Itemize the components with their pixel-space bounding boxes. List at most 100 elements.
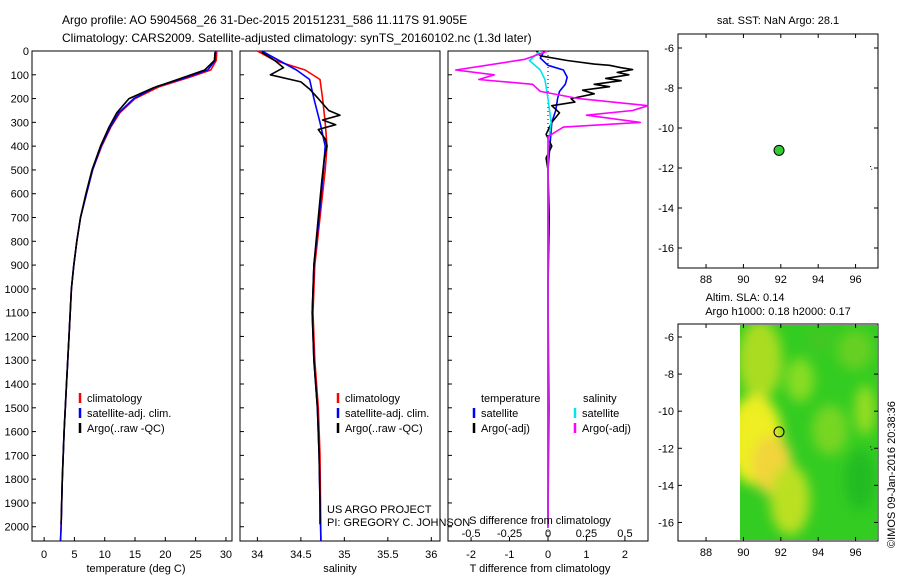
lat-tick-label: -10 (658, 123, 674, 135)
sst-map-title: sat. SST: NaN Argo: 28.1 (717, 15, 839, 27)
x-tick-label: 20 (159, 549, 171, 561)
float-track (870, 446, 873, 452)
depth-tick-label: 1400 (5, 379, 29, 391)
lat-tick-label: -14 (658, 480, 674, 492)
x-tick-label: 15 (129, 549, 141, 561)
float-position-marker (773, 426, 785, 438)
header-line1: Argo profile: AO 5904568_26 31-Dec-2015 … (62, 13, 467, 27)
credit-line1: US ARGO PROJECT (327, 504, 432, 516)
depth-tick-label: 600 (11, 189, 29, 201)
lon-tick-label: 96 (849, 274, 861, 286)
lat-tick-label: -6 (664, 43, 674, 55)
s-tick-label: 0 (545, 528, 551, 540)
lon-tick-label: 90 (737, 547, 749, 559)
depth-tick-label: 900 (11, 260, 29, 272)
depth-tick-label: 1800 (5, 474, 29, 486)
float-position-marker (773, 144, 785, 156)
depth-tick-label: 500 (11, 165, 29, 177)
sst-map-frame (677, 33, 879, 269)
panel1-0-legend-label: climatology (345, 393, 401, 405)
lat-tick-label: -14 (658, 203, 674, 215)
sla-map-title: Altim. SLA: 0.14 (706, 292, 785, 304)
lat-tick-label: -16 (658, 517, 674, 529)
lat-tick-label: -6 (664, 332, 674, 344)
lat-tick-label: -12 (658, 163, 674, 175)
panel1-2-legend-label: Argo(..raw -QC) (345, 423, 423, 435)
lat-tick-label: -16 (658, 243, 674, 255)
depth-tick-label: 0 (23, 46, 29, 58)
argo-raw-qc--profile-line (60, 52, 216, 525)
depth-tick-label: 100 (11, 70, 29, 82)
lon-tick-label: 88 (700, 274, 712, 286)
climatology-profile-line (59, 50, 218, 542)
lat-tick-label: -8 (664, 83, 674, 95)
s-tick-label: 0.25 (576, 528, 597, 540)
x-tick-label: 1 (583, 549, 589, 561)
panel0-2-legend-label: Argo(..raw -QC) (87, 423, 165, 435)
lon-tick-label: 90 (737, 274, 749, 286)
satellite-adj-clim--profile-line (261, 50, 327, 542)
x-tick-label: 36 (425, 549, 437, 561)
lat-tick-label: -10 (658, 406, 674, 418)
depth-tick-label: 1900 (5, 498, 29, 510)
credit-line2: PI: GREGORY C. JOHNSON (327, 517, 470, 529)
depth-tick-label: 700 (11, 213, 29, 225)
panel1-1-legend-label: satellite-adj. clim. (345, 408, 429, 420)
sla-map-frame (677, 323, 879, 542)
lon-tick-label: 94 (812, 274, 824, 286)
x-tick-label: -2 (466, 549, 476, 561)
depth-tick-label: 1100 (5, 308, 29, 320)
lon-tick-label: 96 (849, 547, 861, 559)
x-tick-label: 35.5 (377, 549, 398, 561)
difference-xlabel-top: S difference from climatology (469, 515, 611, 527)
diff-s-argo-legend-label: Argo(-adj) (582, 423, 631, 435)
x-tick-label: -1 (505, 549, 515, 561)
depth-tick-label: 800 (11, 236, 29, 248)
salinity-panel-frame (239, 50, 441, 542)
s-tick-label: -0.25 (497, 528, 522, 540)
x-tick-label: 30 (220, 549, 232, 561)
header-line2: Climatology: CARS2009. Satellite-adjuste… (62, 31, 532, 45)
depth-tick-label: 1200 (5, 331, 29, 343)
depth-tick-label: 1500 (5, 403, 29, 415)
temperature-xlabel: temperature (deg C) (86, 563, 185, 575)
salinity-xlabel: salinity (323, 563, 357, 575)
x-tick-label: 5 (71, 549, 77, 561)
s-tick-label: -0.5 (462, 528, 481, 540)
depth-tick-label: 1000 (5, 284, 29, 296)
lon-tick-label: 92 (775, 547, 787, 559)
lon-tick-label: 94 (812, 547, 824, 559)
lon-tick-label: 88 (700, 547, 712, 559)
x-tick-label: 35 (338, 549, 350, 561)
x-tick-label: 2 (622, 549, 628, 561)
depth-tick-label: 1300 (5, 355, 29, 367)
panel0-0-legend-label: climatology (87, 393, 143, 405)
argo-adj--profile-line (454, 50, 649, 527)
argo-adj--profile-line (535, 50, 634, 525)
panel0-1-legend-label: satellite-adj. clim. (87, 408, 171, 420)
x-tick-label: 0 (545, 549, 551, 561)
s-tick-label: 0.5 (617, 528, 632, 540)
x-tick-label: 10 (99, 549, 111, 561)
x-tick-label: 25 (190, 549, 202, 561)
depth-tick-label: 1600 (5, 427, 29, 439)
depth-tick-label: 300 (11, 117, 29, 129)
depth-tick-label: 400 (11, 141, 29, 153)
difference-legend-title-temperature: temperature (481, 393, 540, 405)
x-tick-label: 0 (41, 549, 47, 561)
float-track (870, 165, 873, 172)
x-tick-label: 34.5 (290, 549, 311, 561)
temperature-panel-frame (31, 50, 233, 542)
depth-tick-label: 1700 (5, 450, 29, 462)
lat-tick-label: -8 (664, 369, 674, 381)
argo-raw-qc--profile-line (261, 51, 341, 525)
satellite-adj-clim--profile-line (59, 50, 217, 542)
depth-tick-label: 2000 (5, 522, 29, 534)
satellite-profile-line (539, 50, 569, 527)
sla-map-subtitle: Argo h1000: 0.18 h2000: 0.17 (705, 306, 851, 318)
imos-watermark: ©IMOS 09-Jan-2016 20:38:36 (886, 401, 898, 548)
difference-legend-title-salinity: salinity (583, 393, 617, 405)
x-tick-label: 34 (251, 549, 263, 561)
diff-t-argo-legend-label: Argo(-adj) (481, 423, 530, 435)
